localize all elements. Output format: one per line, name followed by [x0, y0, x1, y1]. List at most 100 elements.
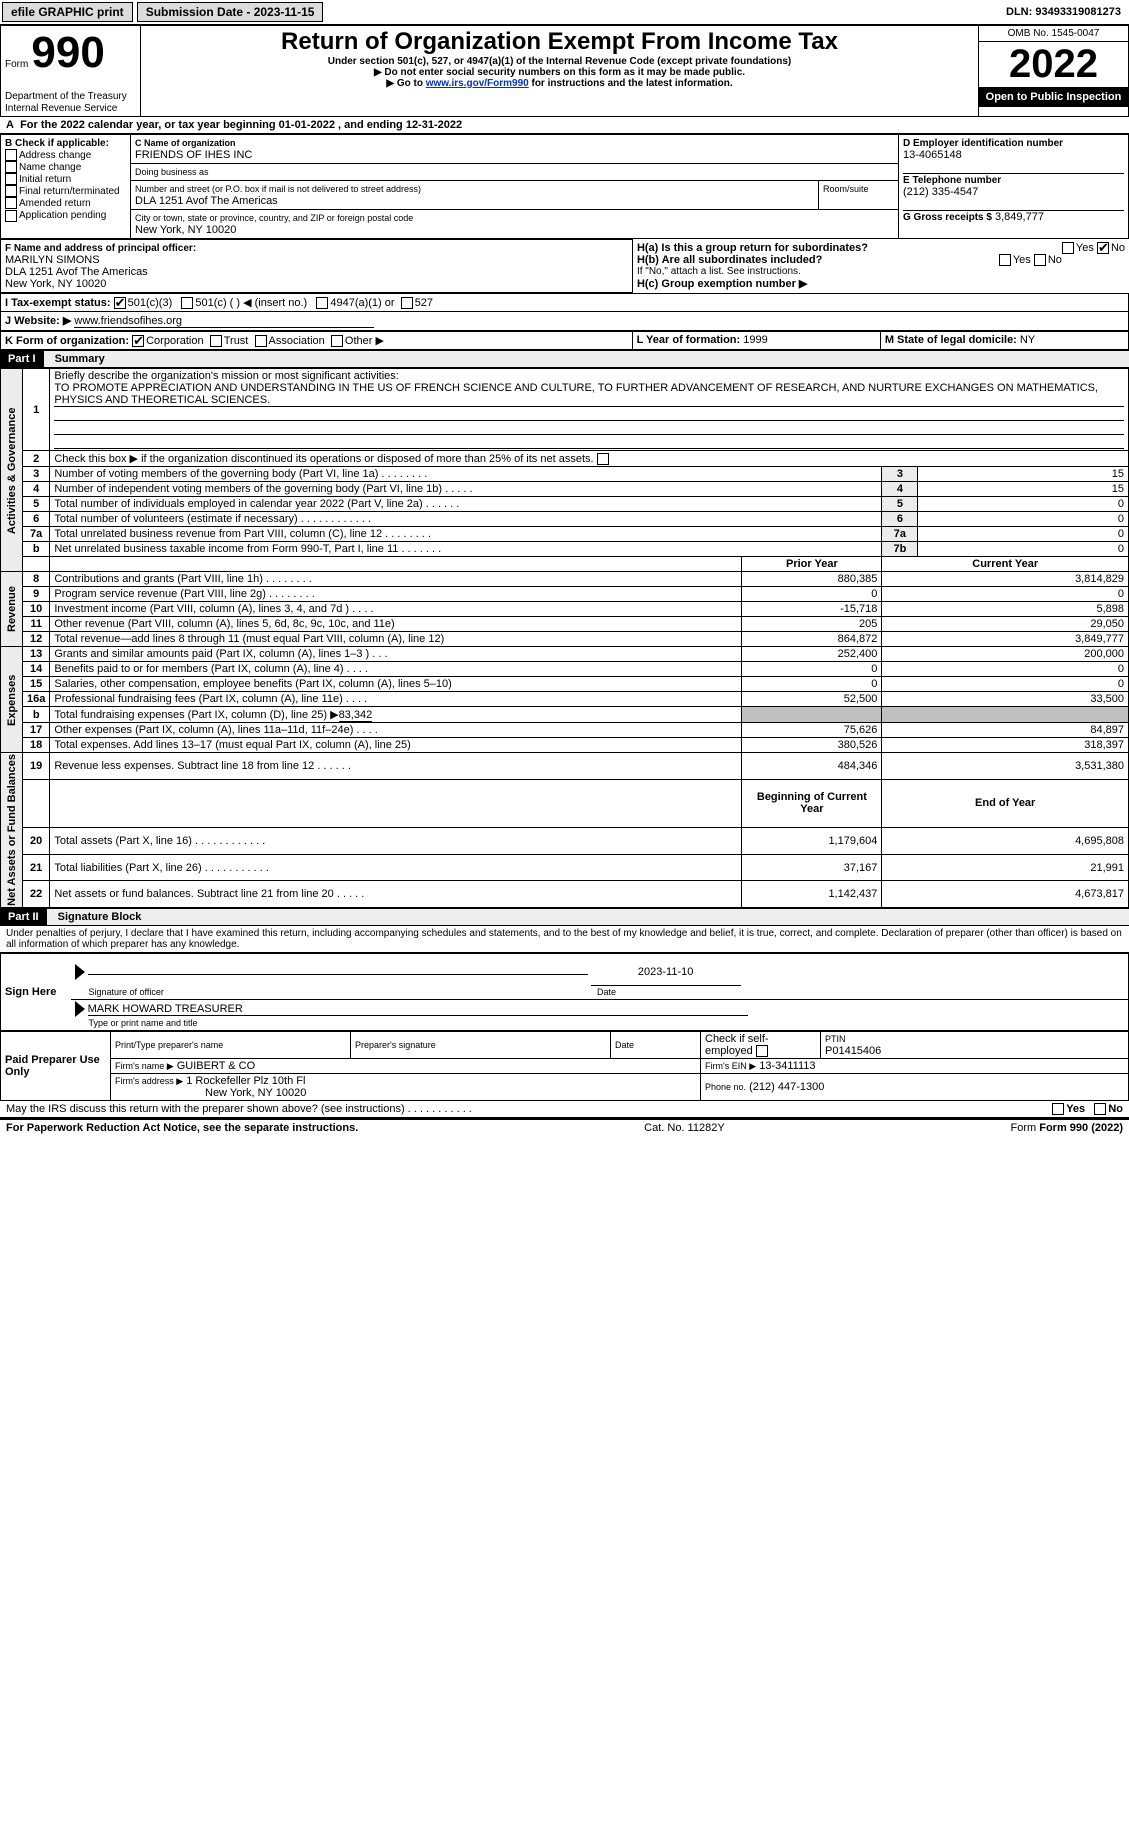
val-17c: 84,897 [882, 723, 1129, 738]
lbl-trust: Trust [224, 335, 249, 347]
boxG-label: G Gross receipts $ [903, 212, 992, 223]
val-11c: 29,050 [882, 617, 1129, 632]
ptin-label: PTIN [825, 1034, 846, 1044]
lbl-discuss-yes: Yes [1066, 1103, 1085, 1115]
name-title-label: Type or print name and title [89, 1018, 198, 1028]
lbl-no2: No [1048, 254, 1062, 266]
val-22c: 4,673,817 [882, 881, 1129, 908]
efile-print-button[interactable]: efile GRAPHIC print [2, 2, 133, 22]
chk-self-employed[interactable] [756, 1045, 768, 1057]
chk-Ha-yes[interactable] [1062, 242, 1074, 254]
l7b-text: Net unrelated business taxable income fr… [50, 542, 882, 557]
chk-amended[interactable] [5, 197, 17, 209]
partI-hdr: Part I [0, 351, 44, 367]
dba-label: Doing business as [135, 167, 209, 177]
val-11p: 205 [742, 617, 882, 632]
val-19c: 3,531,380 [882, 753, 1129, 780]
l5-text: Total number of individuals employed in … [50, 497, 882, 512]
chk-Hb-yes[interactable] [999, 254, 1011, 266]
irs-link[interactable]: www.irs.gov/Form990 [426, 78, 529, 89]
firm-name-label: Firm's name ▶ [115, 1061, 174, 1071]
section-ag-label: Activities & Governance [1, 369, 23, 572]
year-formation: 1999 [743, 334, 767, 346]
submission-date-button[interactable]: Submission Date - 2023-11-15 [137, 2, 324, 22]
l21-text: Total liabilities (Part X, line 26) . . … [50, 854, 742, 881]
partI-title: Summary [47, 351, 113, 367]
lbl-name-change: Name change [19, 162, 81, 173]
val-21c: 21,991 [882, 854, 1129, 881]
val-8p: 880,385 [742, 572, 882, 587]
chk-initial-return[interactable] [5, 173, 17, 185]
val-12c: 3,849,777 [882, 632, 1129, 647]
val-7b: 0 [918, 542, 1129, 557]
form-word: Form [5, 59, 28, 70]
lbl-4947: 4947(a)(1) or [330, 297, 394, 309]
l2-text: Check this box ▶ if the organization dis… [54, 453, 593, 465]
Hb-label: H(b) Are all subordinates included? [637, 254, 822, 266]
chk-Hb-no[interactable] [1034, 254, 1046, 266]
lbl-other: Other ▶ [345, 335, 384, 347]
chk-Ha-no[interactable] [1097, 242, 1109, 254]
chk-4947[interactable] [316, 297, 328, 309]
chk-discuss-yes[interactable] [1052, 1103, 1064, 1115]
city-label: City or town, state or province, country… [135, 213, 413, 223]
lbl-address-change: Address change [19, 150, 91, 161]
chk-app-pending[interactable] [5, 210, 17, 222]
klm-block: K Form of organization: Corporation Trus… [0, 331, 1129, 350]
l1-label: Briefly describe the organization's miss… [54, 370, 398, 382]
lbl-yes2: Yes [1013, 254, 1031, 266]
boxB-label: B Check if applicable: [5, 138, 109, 149]
boxL-label: L Year of formation: [637, 334, 741, 346]
l6-text: Total number of volunteers (estimate if … [50, 512, 882, 527]
chk-501c3[interactable] [114, 297, 126, 309]
l18-text: Total expenses. Add lines 13–17 (must eq… [50, 738, 742, 753]
chk-discontinued[interactable] [597, 453, 609, 465]
val-18p: 380,526 [742, 738, 882, 753]
firm-name: GUIBERT & CO [177, 1060, 255, 1072]
chk-address-change[interactable] [5, 149, 17, 161]
pointer-icon [75, 964, 85, 980]
lbl-501c3: 501(c)(3) [128, 297, 173, 309]
val-20p: 1,179,604 [742, 828, 882, 855]
paid-preparer-label: Paid Preparer Use Only [1, 1032, 111, 1101]
note-no-ssn: ▶ Do not enter social security numbers o… [145, 67, 974, 78]
chk-other[interactable] [331, 335, 343, 347]
chk-assoc[interactable] [255, 335, 267, 347]
val-13p: 252,400 [742, 647, 882, 662]
chk-name-change[interactable] [5, 161, 17, 173]
val-9c: 0 [882, 587, 1129, 602]
val-13c: 200,000 [882, 647, 1129, 662]
form-label: Form [1011, 1122, 1040, 1134]
goto-pre: ▶ Go to [386, 78, 425, 89]
chk-501c[interactable] [181, 297, 193, 309]
boxJ-label: J Website: ▶ [5, 315, 71, 327]
chk-corp[interactable] [132, 335, 144, 347]
chk-discuss-no[interactable] [1094, 1103, 1106, 1115]
firm-addr2: New York, NY 10020 [205, 1087, 306, 1099]
l20-text: Total assets (Part X, line 16) . . . . .… [50, 828, 742, 855]
state-domicile: NY [1020, 334, 1035, 346]
val-14c: 0 [882, 662, 1129, 677]
mission-text: TO PROMOTE APPRECIATION AND UNDERSTANDIN… [54, 382, 1124, 407]
officer-name: MARILYN SIMONS [5, 254, 100, 266]
lbl-app-pending: Application pending [19, 210, 106, 221]
chk-final-return[interactable] [5, 185, 17, 197]
form-subtitle: Under section 501(c), 527, or 4947(a)(1)… [145, 56, 974, 67]
sign-here-label: Sign Here [1, 954, 71, 1031]
l9-text: Program service revenue (Part VIII, line… [50, 587, 742, 602]
period-text: For the 2022 calendar year, or tax year … [20, 119, 462, 131]
pointer-icon2 [75, 1001, 85, 1017]
org-name: FRIENDS OF IHES INC [135, 149, 252, 161]
chk-trust[interactable] [210, 335, 222, 347]
section-rev-label: Revenue [1, 572, 23, 647]
Hc-label: H(c) Group exemption number ▶ [637, 278, 807, 290]
val-9p: 0 [742, 587, 882, 602]
val-17p: 75,626 [742, 723, 882, 738]
top-bar: efile GRAPHIC print Submission Date - 20… [0, 0, 1129, 25]
note-goto: ▶ Go to www.irs.gov/Form990 for instruct… [145, 78, 974, 89]
chk-527[interactable] [401, 297, 413, 309]
boxI-label: I Tax-exempt status: [5, 297, 111, 309]
l19-text: Revenue less expenses. Subtract line 18 … [50, 753, 742, 780]
goto-post: for instructions and the latest informat… [529, 78, 733, 89]
val-22p: 1,142,437 [742, 881, 882, 908]
